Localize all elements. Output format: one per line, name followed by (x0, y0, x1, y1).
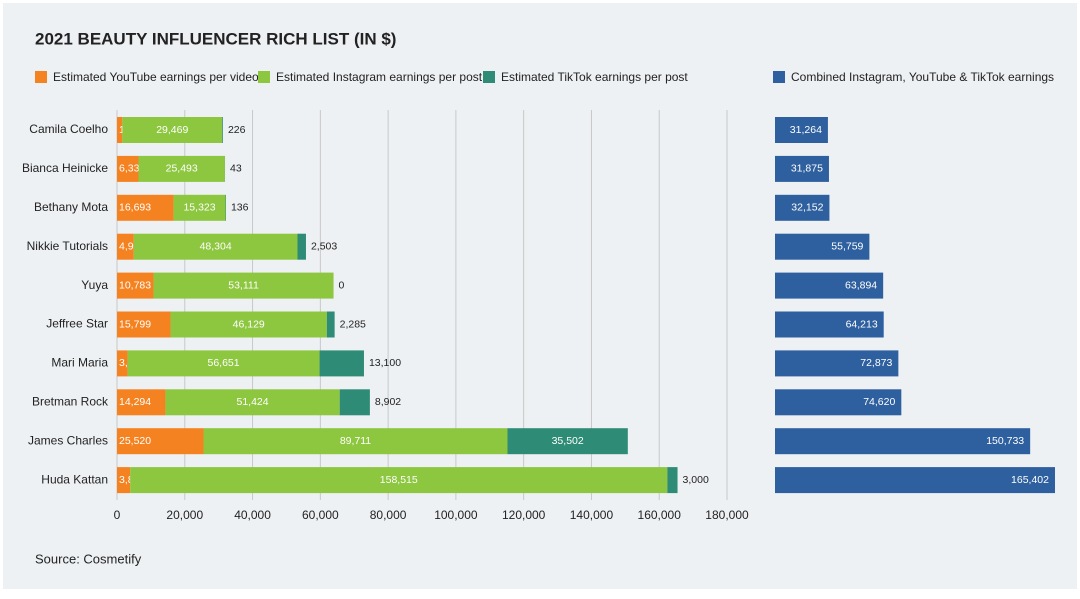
value-label: 53,111 (228, 279, 259, 291)
legend-swatch (773, 71, 785, 83)
legend-label: Estimated YouTube earnings per video (53, 70, 259, 84)
value-label: 43 (230, 163, 242, 175)
value-label: 158,515 (380, 474, 418, 486)
x-tick-label: 160,000 (638, 508, 682, 522)
value-label: 25,493 (166, 163, 198, 175)
value-label: 31,875 (791, 163, 823, 175)
x-tick-label: 120,000 (502, 508, 546, 522)
x-tick-label: 20,000 (166, 508, 203, 522)
value-label: 0 (339, 279, 345, 291)
x-tick-label: 80,000 (370, 508, 407, 522)
value-label: 226 (228, 124, 246, 136)
source: Source: Cosmetify (35, 551, 142, 566)
value-label: 72,873 (860, 357, 892, 369)
y-tick-label: Bianca Heinicke (22, 161, 108, 175)
y-tick-label: Jeffree Star (46, 317, 108, 331)
y-tick-label: Huda Kattan (41, 472, 108, 486)
value-label: 3,000 (683, 474, 709, 486)
legend-label: Estimated TikTok earnings per post (501, 70, 688, 84)
x-tick-label: 60,000 (302, 508, 339, 522)
value-label: 29,469 (156, 124, 188, 136)
value-label: 55,759 (831, 240, 863, 252)
value-label: 13,100 (369, 357, 401, 369)
y-tick-label: Nikkie Tutorials (27, 239, 108, 253)
value-label: 136 (231, 202, 249, 214)
y-tick-label: Mari Maria (51, 356, 108, 370)
chart-title: 2021 BEAUTY INFLUENCER RICH LIST (IN $) (35, 29, 396, 48)
legend-swatch (483, 71, 495, 83)
y-tick-label: James Charles (28, 433, 108, 447)
legend-label: Estimated Instagram earnings per post (276, 70, 483, 84)
value-label: 8,902 (375, 396, 401, 408)
value-label: 46,129 (233, 318, 265, 330)
value-label: 10,783 (119, 279, 151, 291)
value-label: 15,799 (119, 318, 151, 330)
bar-segment (222, 117, 223, 143)
value-label: 16,693 (119, 202, 151, 214)
value-label: 35,502 (552, 435, 584, 447)
value-label: 165,402 (1011, 474, 1049, 486)
x-tick-label: 180,000 (705, 508, 749, 522)
value-label: 150,733 (986, 435, 1024, 447)
bar-segment (327, 312, 335, 338)
x-tick-label: 40,000 (234, 508, 271, 522)
value-label: 51,424 (237, 396, 269, 408)
value-label: 15,323 (183, 202, 215, 214)
bar-segment (667, 467, 677, 493)
x-tick-label: 100,000 (434, 508, 478, 522)
legend-label: Combined Instagram, YouTube & TikTok ear… (791, 70, 1054, 84)
legend-swatch (35, 71, 47, 83)
value-label: 31,264 (790, 124, 822, 136)
value-label: 74,620 (863, 396, 895, 408)
value-label: 48,304 (200, 240, 232, 252)
value-label: 2,285 (340, 318, 366, 330)
bar-segment (340, 389, 370, 415)
y-tick-label: Bethany Mota (34, 200, 108, 214)
value-label: 64,213 (846, 318, 878, 330)
y-tick-label: Bretman Rock (32, 394, 109, 408)
value-label: 14,294 (119, 396, 151, 408)
bar-segment (297, 234, 305, 260)
value-label: 56,651 (208, 357, 240, 369)
y-tick-label: Camila Coelho (29, 122, 108, 136)
value-label: 63,894 (845, 279, 877, 291)
y-tick-label: Yuya (81, 278, 108, 292)
x-tick-label: 0 (114, 508, 121, 522)
legend-swatch (258, 71, 270, 83)
value-label: 89,711 (340, 435, 371, 447)
bar-segment (320, 350, 364, 376)
x-tick-label: 140,000 (570, 508, 614, 522)
value-label: 2,503 (311, 240, 337, 252)
value-label: 32,152 (791, 202, 823, 214)
value-label: 25,520 (119, 435, 151, 447)
